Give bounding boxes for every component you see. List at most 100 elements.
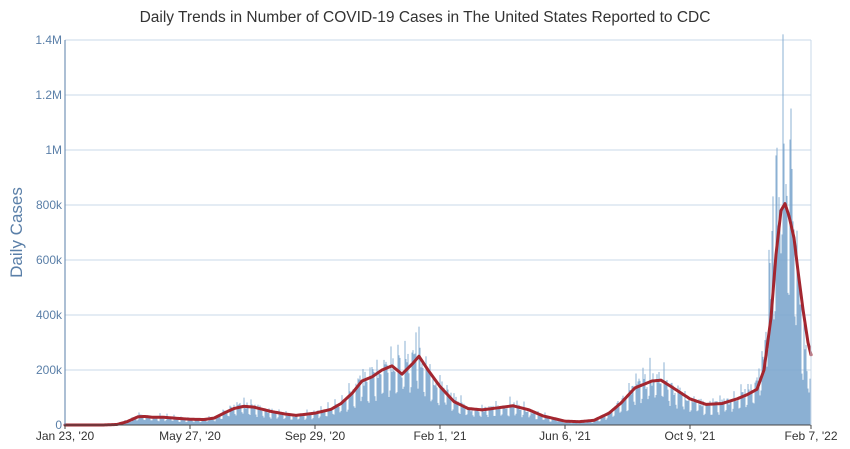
bar — [371, 366, 373, 425]
bar — [262, 415, 264, 425]
bar — [283, 419, 285, 425]
bar — [695, 401, 697, 425]
bar — [624, 399, 626, 425]
bar — [353, 406, 355, 425]
gridlines — [65, 39, 811, 371]
bar — [188, 419, 190, 425]
bar — [501, 414, 503, 425]
bar — [316, 410, 318, 425]
bar — [685, 400, 687, 425]
bar — [759, 395, 761, 425]
bar — [180, 416, 182, 425]
bar — [187, 417, 189, 425]
bar — [585, 422, 587, 425]
bar — [404, 340, 406, 425]
bar — [306, 409, 308, 425]
bar — [719, 395, 721, 425]
bar — [299, 414, 301, 425]
bar — [136, 420, 138, 425]
bar — [701, 406, 703, 425]
bar — [197, 419, 199, 425]
bar — [533, 411, 535, 425]
bar — [503, 406, 505, 425]
bar — [397, 344, 399, 425]
bar — [356, 387, 358, 425]
axes — [64, 40, 812, 426]
bar — [661, 395, 663, 425]
bar — [669, 405, 671, 425]
bar — [570, 423, 572, 425]
bar — [150, 420, 152, 425]
bar — [506, 405, 508, 425]
bar — [697, 410, 699, 425]
bar — [139, 414, 141, 425]
bar — [176, 418, 178, 425]
bar — [691, 398, 693, 425]
bar — [535, 419, 537, 425]
bar — [211, 418, 213, 425]
bar — [688, 399, 690, 425]
bar — [581, 421, 583, 425]
bar — [546, 415, 548, 425]
bar — [660, 383, 662, 425]
bar — [333, 414, 335, 425]
bar — [487, 417, 489, 425]
bar — [450, 392, 452, 425]
bar — [519, 409, 521, 425]
bar — [431, 399, 433, 425]
bar — [721, 399, 723, 425]
x-tick-label: Jan 23, '20 — [36, 429, 95, 443]
bar — [438, 405, 440, 425]
bar — [249, 415, 251, 425]
bar — [178, 421, 180, 425]
bar — [792, 221, 794, 425]
bar — [437, 402, 439, 425]
bar — [734, 400, 736, 425]
bar — [296, 415, 298, 425]
bar — [795, 325, 797, 425]
bar — [208, 416, 210, 425]
bar — [405, 359, 407, 425]
bar — [566, 421, 568, 425]
bar — [726, 398, 728, 425]
bar — [278, 409, 280, 425]
bar — [317, 410, 319, 425]
bar — [294, 416, 296, 425]
bar — [705, 402, 707, 425]
bar — [151, 420, 153, 425]
bar — [155, 417, 157, 425]
y-tick-label: 0 — [55, 418, 62, 432]
bar — [407, 353, 409, 425]
bar — [261, 411, 263, 425]
bar — [280, 411, 282, 425]
bar — [593, 418, 595, 425]
x-tick-label: May 27, '20 — [159, 429, 221, 443]
bar — [207, 420, 209, 425]
bar — [775, 155, 777, 425]
bar — [130, 421, 132, 425]
bar — [289, 415, 291, 425]
bar — [365, 380, 367, 425]
bar — [242, 413, 244, 425]
bar — [196, 418, 198, 425]
bar — [370, 378, 372, 425]
bar — [444, 402, 446, 425]
bar — [706, 403, 708, 425]
bar — [505, 408, 507, 425]
bar — [406, 362, 408, 425]
bar — [391, 371, 393, 425]
bar — [309, 414, 311, 425]
bar — [274, 413, 276, 425]
bar — [610, 412, 612, 425]
bar — [654, 397, 656, 425]
bar — [216, 417, 218, 425]
bar — [341, 395, 343, 425]
bar — [392, 358, 394, 425]
bar — [221, 418, 223, 425]
bar — [272, 413, 274, 425]
bar — [559, 420, 561, 425]
bar — [783, 143, 785, 426]
bar — [298, 418, 300, 425]
bar — [707, 403, 709, 425]
bar — [796, 230, 798, 425]
